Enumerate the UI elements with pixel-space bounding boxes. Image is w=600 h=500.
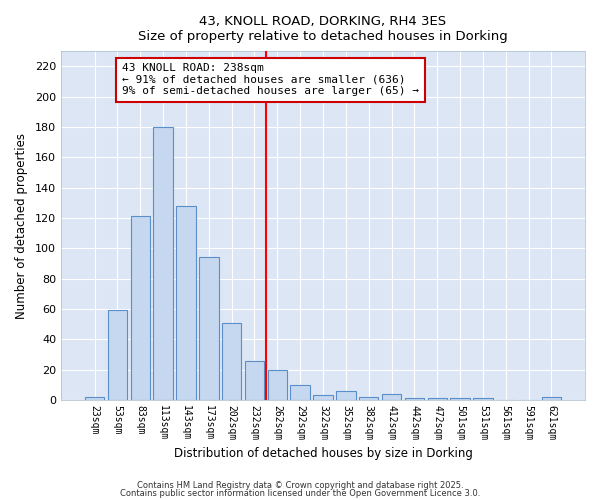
Bar: [382, 394, 401, 400]
Bar: [199, 258, 218, 400]
Bar: [85, 397, 104, 400]
Bar: [336, 391, 356, 400]
Bar: [245, 360, 264, 400]
Y-axis label: Number of detached properties: Number of detached properties: [15, 132, 28, 318]
Bar: [451, 398, 470, 400]
Bar: [428, 398, 447, 400]
X-axis label: Distribution of detached houses by size in Dorking: Distribution of detached houses by size …: [173, 447, 472, 460]
Bar: [222, 322, 241, 400]
Bar: [108, 310, 127, 400]
Text: 43 KNOLL ROAD: 238sqm
← 91% of detached houses are smaller (636)
9% of semi-deta: 43 KNOLL ROAD: 238sqm ← 91% of detached …: [122, 63, 419, 96]
Bar: [131, 216, 150, 400]
Bar: [313, 396, 333, 400]
Bar: [359, 397, 379, 400]
Bar: [473, 398, 493, 400]
Bar: [542, 397, 561, 400]
Title: 43, KNOLL ROAD, DORKING, RH4 3ES
Size of property relative to detached houses in: 43, KNOLL ROAD, DORKING, RH4 3ES Size of…: [138, 15, 508, 43]
Bar: [404, 398, 424, 400]
Bar: [176, 206, 196, 400]
Bar: [268, 370, 287, 400]
Text: Contains HM Land Registry data © Crown copyright and database right 2025.: Contains HM Land Registry data © Crown c…: [137, 480, 463, 490]
Bar: [154, 127, 173, 400]
Bar: [290, 385, 310, 400]
Text: Contains public sector information licensed under the Open Government Licence 3.: Contains public sector information licen…: [120, 489, 480, 498]
